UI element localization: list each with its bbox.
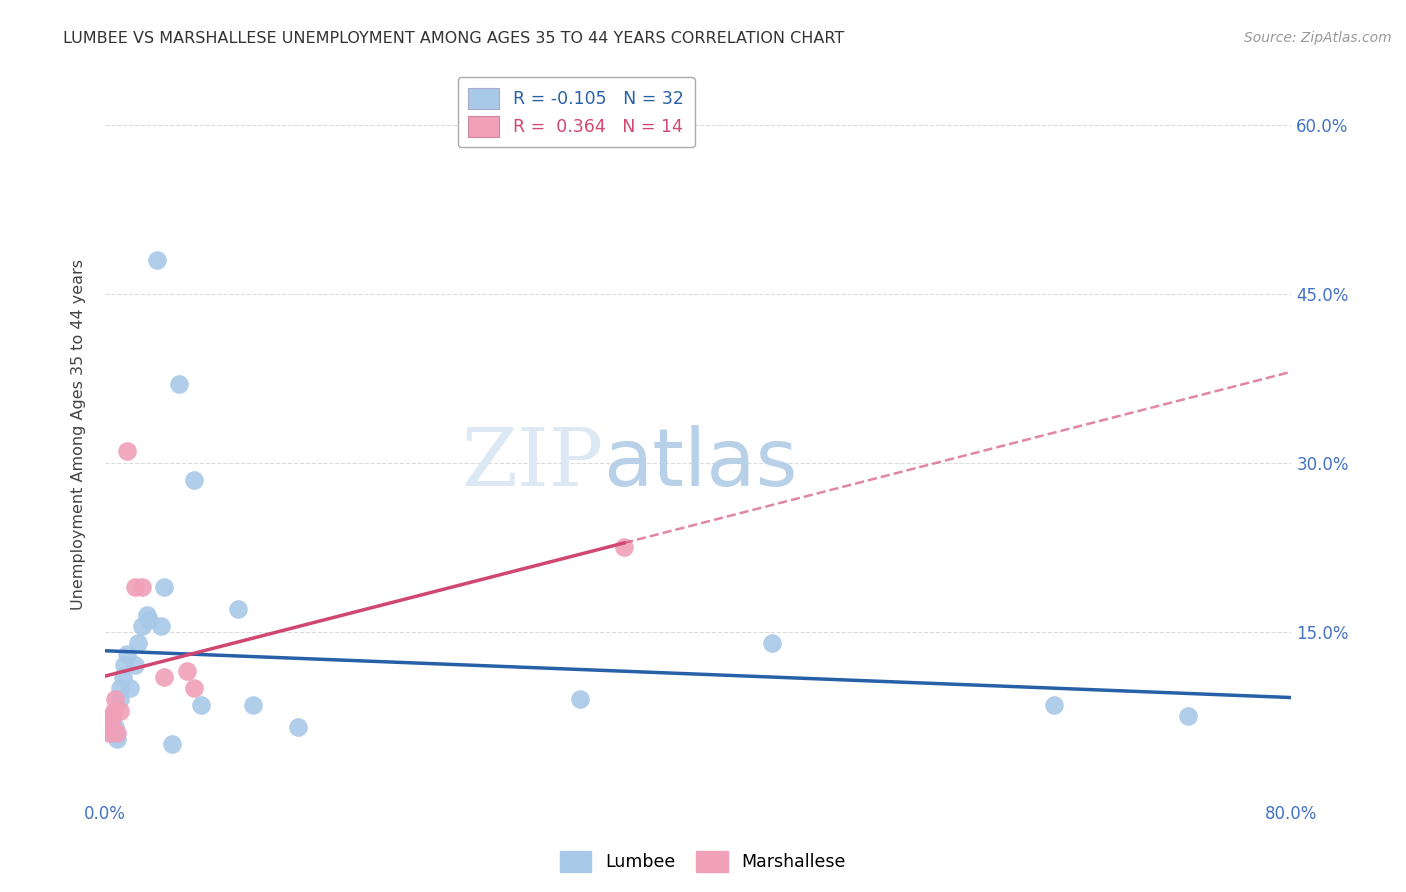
Point (287, 720, 309, 734)
Point (160, 737, 183, 751)
Point (104, 726, 127, 740)
Point (112, 658, 135, 673)
Point (190, 698, 212, 712)
Point (120, 681, 142, 695)
Text: LUMBEE VS MARSHALLESE UNEMPLOYMENT AMONG AGES 35 TO 44 YEARS CORRELATION CHART: LUMBEE VS MARSHALLESE UNEMPLOYMENT AMONG… (63, 31, 845, 46)
Legend: R = -0.105   N = 32, R =  0.364   N = 14: R = -0.105 N = 32, R = 0.364 N = 14 (458, 78, 695, 147)
Point (108, 681, 131, 695)
Point (613, 540, 636, 554)
Point (153, 670, 176, 684)
Point (138, 614, 160, 628)
Point (131, 580, 153, 594)
Point (101, 714, 124, 729)
Point (101, 726, 124, 740)
Point (104, 692, 127, 706)
Point (242, 698, 264, 712)
Point (761, 636, 783, 650)
Point (176, 664, 198, 678)
Point (105, 726, 128, 740)
Point (105, 731, 128, 746)
Point (228, 602, 250, 616)
Point (101, 720, 124, 734)
Point (150, 619, 173, 633)
Point (100, 717, 122, 731)
Point (1043, 698, 1066, 712)
Point (153, 580, 176, 594)
Point (568, 692, 591, 706)
Point (183, 681, 205, 695)
Legend: Lumbee, Marshallese: Lumbee, Marshallese (553, 844, 853, 879)
Text: atlas: atlas (603, 425, 797, 503)
Point (98, 726, 121, 740)
Point (101, 709, 124, 723)
Point (127, 636, 149, 650)
Point (101, 717, 124, 731)
Point (1177, 709, 1199, 723)
Y-axis label: Unemployment Among Ages 35 to 44 years: Unemployment Among Ages 35 to 44 years (72, 259, 86, 610)
Point (167, 376, 190, 391)
Point (124, 580, 146, 594)
Point (103, 704, 125, 718)
Point (108, 692, 131, 706)
Point (183, 473, 205, 487)
Point (146, 252, 169, 267)
Point (124, 658, 146, 673)
Text: Source: ZipAtlas.com: Source: ZipAtlas.com (1244, 31, 1392, 45)
Point (111, 670, 134, 684)
Point (115, 647, 138, 661)
Point (115, 444, 138, 458)
Point (135, 607, 157, 622)
Point (131, 619, 153, 633)
Point (101, 709, 124, 723)
Text: ZIP: ZIP (461, 425, 603, 503)
Point (104, 720, 127, 734)
Point (108, 704, 131, 718)
